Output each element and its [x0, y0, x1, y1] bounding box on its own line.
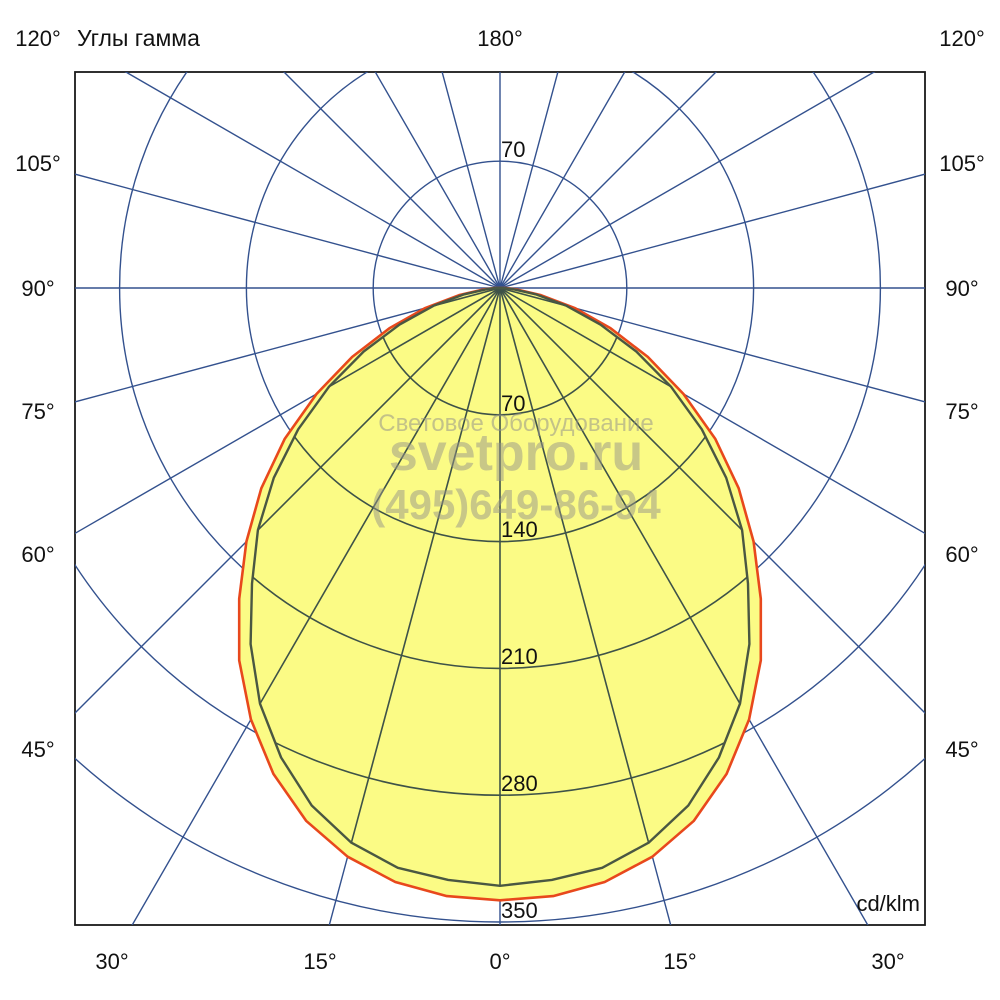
angle-label-60-right: 60°: [945, 542, 978, 567]
angle-label-60-left: 60°: [21, 542, 54, 567]
scale-tick-280: 280: [501, 771, 538, 796]
angle-label-90-right: 90°: [945, 276, 978, 301]
angle-label-75-right: 75°: [945, 399, 978, 424]
angle-label-45-left: 45°: [21, 737, 54, 762]
scale-tick-140: 140: [501, 517, 538, 542]
angle-label-15-bottom-right: 15°: [663, 949, 696, 974]
watermark-line3: (495)649-86-94: [371, 481, 661, 528]
watermark: Световое Оборудование svetpro.ru (495)64…: [371, 410, 661, 528]
angle-label-30-bottom-left: 30°: [95, 949, 128, 974]
scale-tick-70: 70: [501, 391, 525, 416]
angle-label-105-right: 105°: [939, 151, 985, 176]
unit-label: cd/klm: [856, 891, 920, 916]
angle-label-45-right: 45°: [945, 737, 978, 762]
chart-title: Углы гамма: [77, 25, 200, 51]
scale-tick-210: 210: [501, 644, 538, 669]
angle-label-90-left: 90°: [21, 276, 54, 301]
angle-label-30-bottom-right: 30°: [871, 949, 904, 974]
scale-tick-350: 350: [501, 898, 538, 923]
angle-label-75-left: 75°: [21, 399, 54, 424]
watermark-line1: Световое Оборудование: [378, 410, 654, 437]
inner-intensity-curve: [249, 286, 751, 887]
angle-label-120-right: 120°: [939, 26, 985, 51]
angle-label-15-bottom-left: 15°: [303, 949, 336, 974]
angle-label-105-left: 105°: [15, 151, 61, 176]
scale-tick-70-upper: 70: [501, 137, 525, 162]
watermark-line2: svetpro.ru: [389, 424, 643, 482]
angle-label-180-top: 180°: [477, 26, 523, 51]
angle-label-0-bottom: 0°: [489, 949, 510, 974]
angle-label-120-left: 120°: [15, 26, 61, 51]
